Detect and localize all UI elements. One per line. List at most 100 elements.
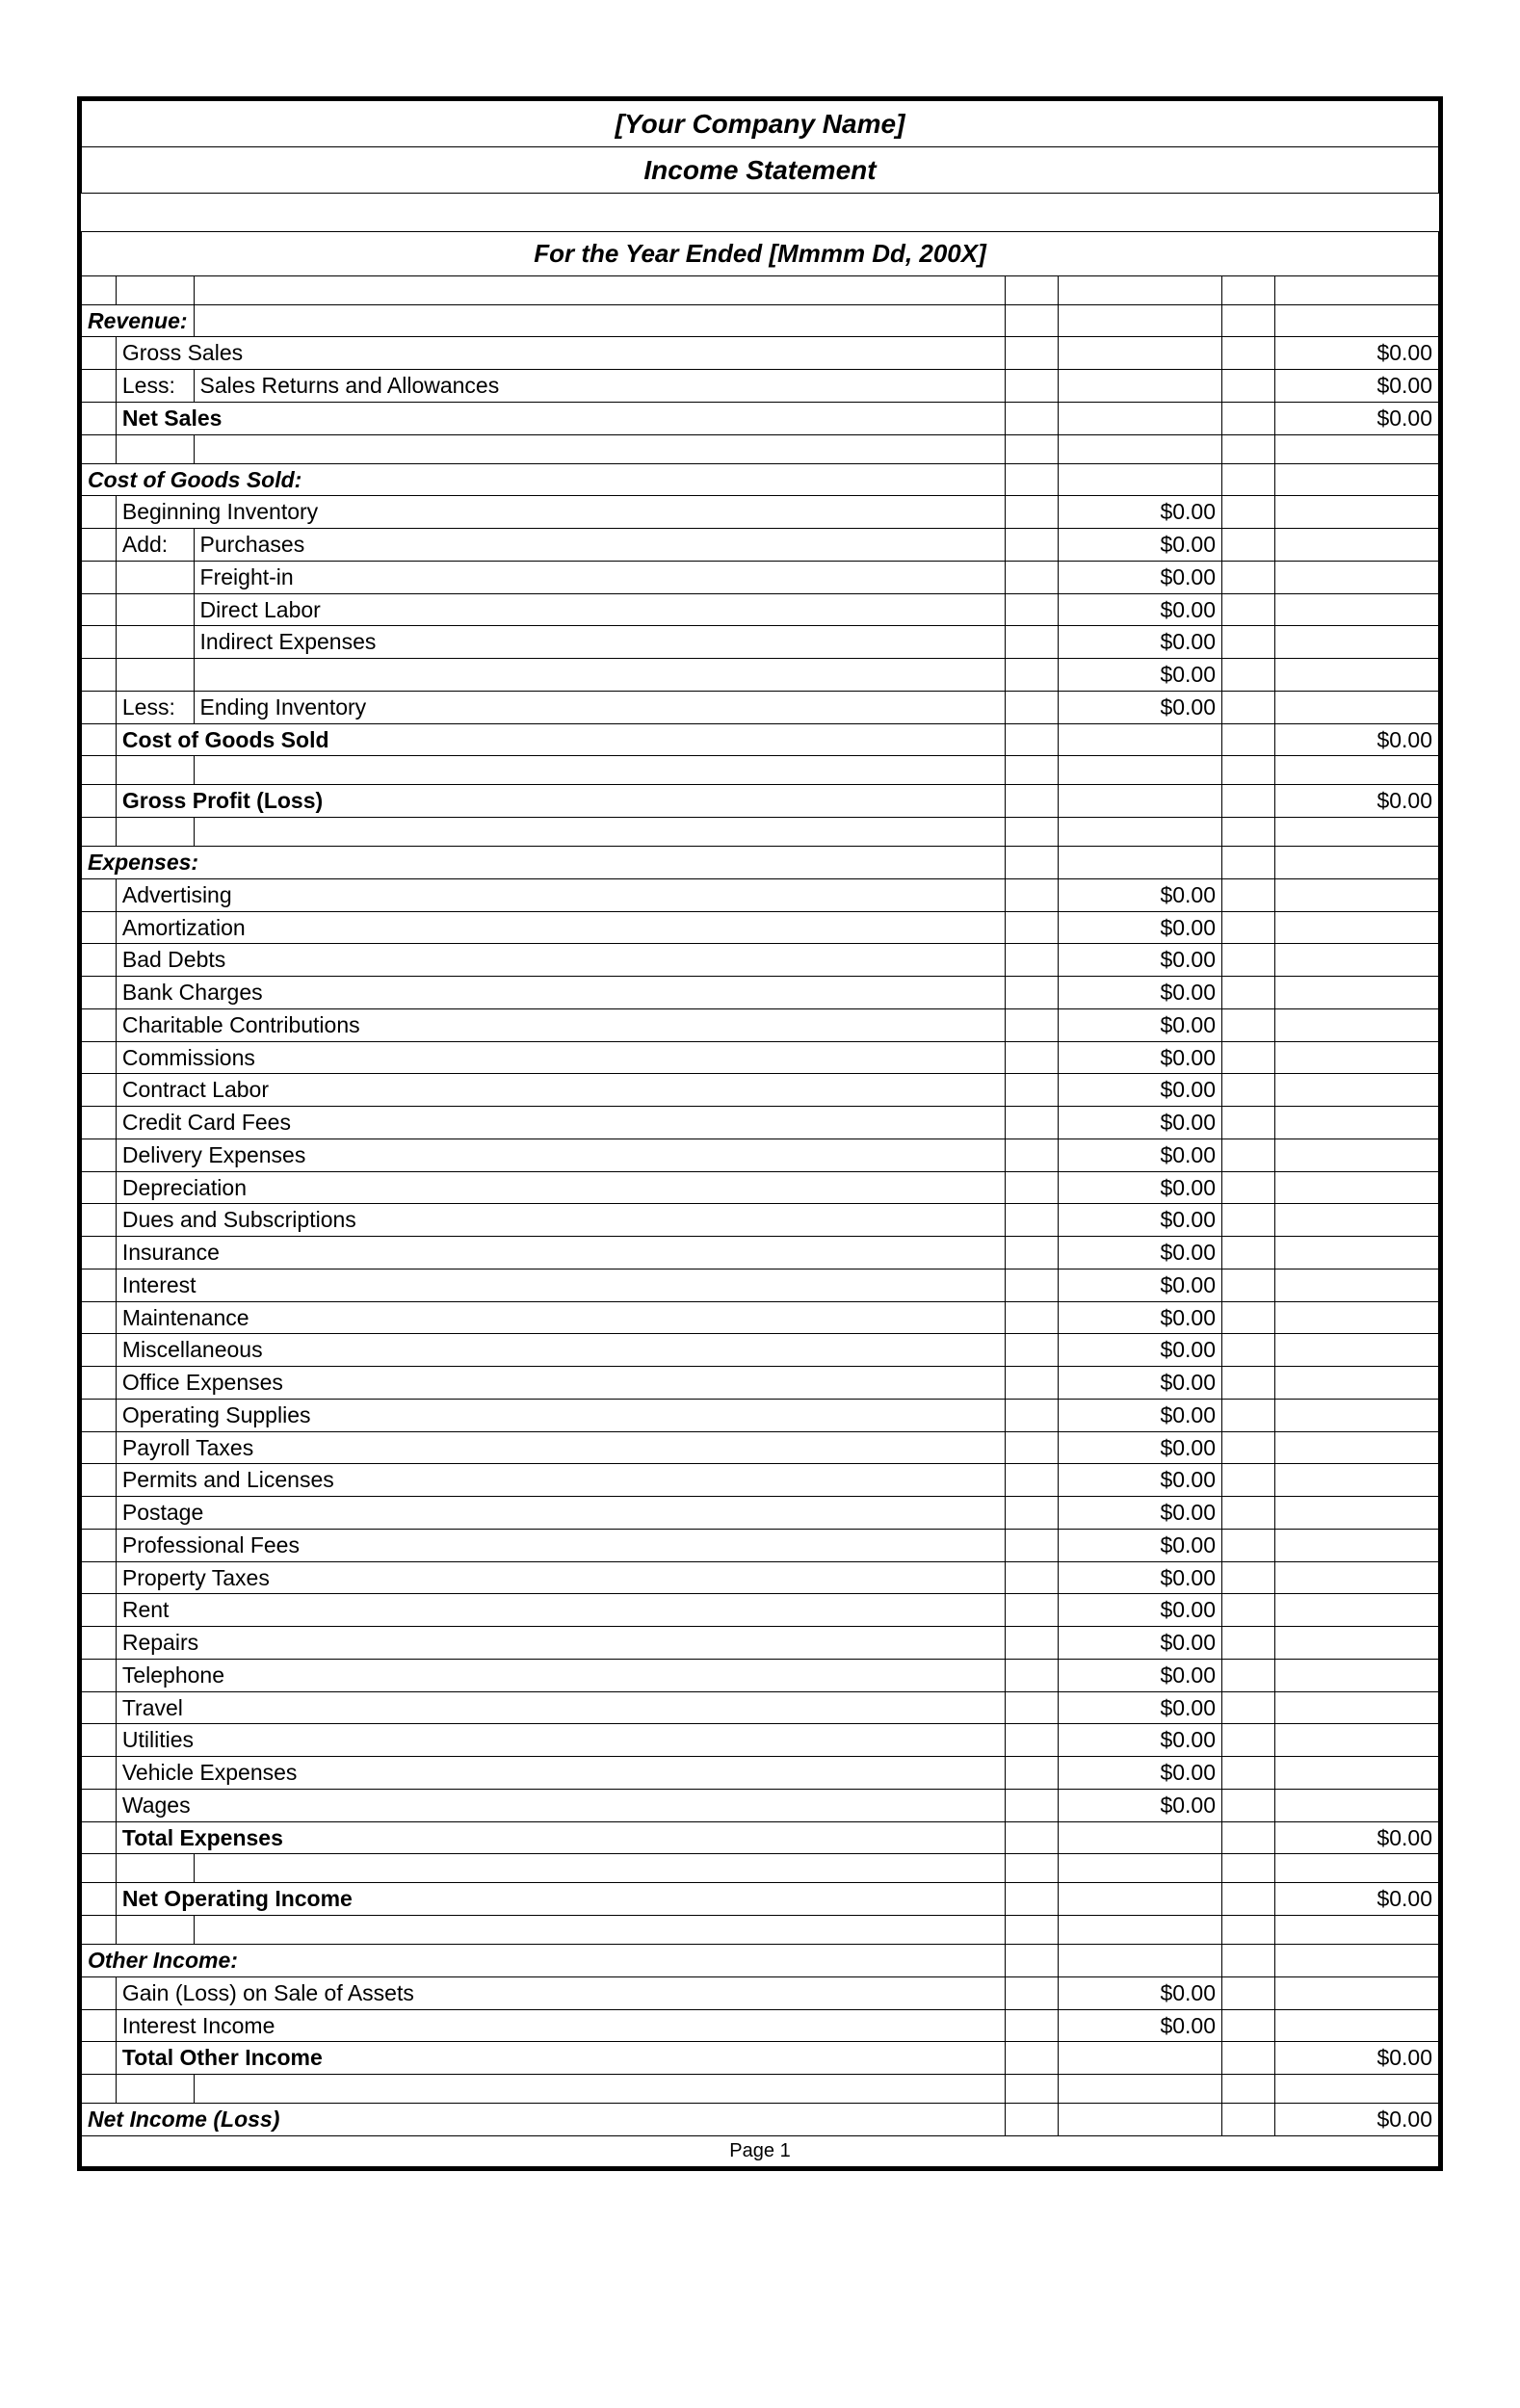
expense-row: Postage$0.00: [82, 1497, 1439, 1530]
returns-amount: $0.00: [1275, 370, 1439, 403]
expense-row: Dues and Subscriptions $0.00: [82, 1204, 1439, 1237]
net-income-label: Net Income (Loss): [82, 2104, 1006, 2136]
expense-label: Repairs: [116, 1627, 1005, 1660]
returns-label: Sales Returns and Allowances: [194, 370, 1005, 403]
expense-amount: $0.00: [1059, 1107, 1222, 1139]
expense-row: Bank Charges$0.00: [82, 977, 1439, 1009]
expense-label: Postage: [116, 1497, 1005, 1530]
expense-row: Utilities$0.00: [82, 1724, 1439, 1757]
freight-in-amount: $0.00: [1059, 561, 1222, 593]
expense-amount: $0.00: [1059, 1399, 1222, 1431]
expense-amount: $0.00: [1059, 1008, 1222, 1041]
expense-amount: $0.00: [1059, 1171, 1222, 1204]
expense-amount: $0.00: [1059, 1789, 1222, 1821]
expense-amount: $0.00: [1059, 1659, 1222, 1691]
expense-label: Property Taxes: [116, 1561, 1005, 1594]
expense-row: Payroll Taxes $0.00: [82, 1431, 1439, 1464]
expense-row: Wages$0.00: [82, 1789, 1439, 1821]
expense-row: Contract Labor$0.00: [82, 1074, 1439, 1107]
direct-labor-label: Direct Labor: [194, 593, 1005, 626]
total-other-income-label: Total Other Income: [116, 2042, 1005, 2075]
expense-row: Office Expenses$0.00: [82, 1367, 1439, 1400]
total-other-income-amount: $0.00: [1275, 2042, 1439, 2075]
expense-row: Permits and Licenses $0.00: [82, 1464, 1439, 1497]
cogs-total-amount: $0.00: [1275, 723, 1439, 756]
expense-amount: $0.00: [1059, 1204, 1222, 1237]
expense-amount: $0.00: [1059, 1627, 1222, 1660]
expense-amount: $0.00: [1059, 878, 1222, 911]
gross-sales-label: Gross Sales: [116, 337, 1005, 370]
total-expenses-amount: $0.00: [1275, 1821, 1439, 1854]
expense-amount: $0.00: [1059, 977, 1222, 1009]
expense-row: Property Taxes$0.00: [82, 1561, 1439, 1594]
expense-label: Charitable Contributions: [116, 1008, 1005, 1041]
expense-label: Advertising: [116, 878, 1005, 911]
expense-amount: $0.00: [1059, 1367, 1222, 1400]
expense-row: Travel $0.00: [82, 1691, 1439, 1724]
expense-label: Rent: [116, 1594, 1005, 1627]
cogs-header: Cost of Goods Sold:: [82, 463, 1006, 496]
net-operating-amount: $0.00: [1275, 1883, 1439, 1916]
gross-profit-label: Gross Profit (Loss): [116, 785, 1005, 818]
expense-label: Miscellaneous: [116, 1334, 1005, 1367]
expense-amount: $0.00: [1059, 1691, 1222, 1724]
expense-label: Interest: [116, 1269, 1005, 1301]
expense-amount: $0.00: [1059, 1237, 1222, 1269]
expense-row: Commissions$0.00: [82, 1041, 1439, 1074]
other-income-header: Other Income:: [82, 1945, 1006, 1977]
gross-sales-amount: $0.00: [1275, 337, 1439, 370]
cogs-subtotal-amount: $0.00: [1059, 659, 1222, 692]
expense-label: Delivery Expenses: [116, 1139, 1005, 1171]
cogs-less-label: Less:: [116, 691, 194, 723]
expense-label: Depreciation: [116, 1171, 1005, 1204]
expense-amount: $0.00: [1059, 1757, 1222, 1790]
company-name: [Your Company Name]: [82, 101, 1439, 147]
ending-inventory-label: Ending Inventory: [194, 691, 1005, 723]
beginning-inventory-amount: $0.00: [1059, 496, 1222, 529]
net-sales-label: Net Sales: [116, 402, 1005, 434]
interest-income-amount: $0.00: [1059, 2009, 1222, 2042]
expense-label: Vehicle Expenses: [116, 1757, 1005, 1790]
expense-row: Advertising $0.00: [82, 878, 1439, 911]
expense-label: Travel: [116, 1691, 1005, 1724]
expense-label: Professional Fees: [116, 1529, 1005, 1561]
expense-amount: $0.00: [1059, 1464, 1222, 1497]
expense-row: Telephone$0.00: [82, 1659, 1439, 1691]
expense-row: Interest$0.00: [82, 1269, 1439, 1301]
statement-title: Income Statement: [82, 147, 1439, 194]
expense-row: Amortization$0.00: [82, 911, 1439, 944]
expense-label: Dues and Subscriptions: [116, 1204, 1005, 1237]
cogs-add-label: Add:: [116, 529, 194, 562]
expense-label: Bad Debts: [116, 944, 1005, 977]
expense-row: Bad Debts$0.00: [82, 944, 1439, 977]
freight-in-label: Freight-in: [194, 561, 1005, 593]
expense-amount: $0.00: [1059, 1139, 1222, 1171]
expenses-header: Expenses:: [82, 847, 1006, 879]
net-income-amount: $0.00: [1275, 2104, 1439, 2136]
expense-label: Insurance: [116, 1237, 1005, 1269]
blank-strip: [82, 194, 1439, 232]
expense-row: Charitable Contributions $0.00: [82, 1008, 1439, 1041]
income-statement-table: [Your Company Name] Income Statement For…: [81, 100, 1439, 2167]
expense-row: Maintenance$0.00: [82, 1301, 1439, 1334]
revenue-less-label: Less:: [116, 370, 194, 403]
net-operating-label: Net Operating Income: [116, 1883, 1005, 1916]
expense-label: Operating Supplies: [116, 1399, 1005, 1431]
expense-row: Operating Supplies $0.00: [82, 1399, 1439, 1431]
gain-loss-amount: $0.00: [1059, 1976, 1222, 2009]
expense-amount: $0.00: [1059, 1431, 1222, 1464]
expense-row: Professional Fees$0.00: [82, 1529, 1439, 1561]
expense-label: Credit Card Fees: [116, 1107, 1005, 1139]
gross-profit-amount: $0.00: [1275, 785, 1439, 818]
period: For the Year Ended [Mmmm Dd, 200X]: [82, 232, 1439, 276]
indirect-expenses-amount: $0.00: [1059, 626, 1222, 659]
expense-label: Permits and Licenses: [116, 1464, 1005, 1497]
expense-amount: $0.00: [1059, 1074, 1222, 1107]
expense-amount: $0.00: [1059, 1594, 1222, 1627]
expense-amount: $0.00: [1059, 1041, 1222, 1074]
expense-label: Payroll Taxes: [116, 1431, 1005, 1464]
expense-row: Miscellaneous$0.00: [82, 1334, 1439, 1367]
expense-row: Credit Card Fees $0.00: [82, 1107, 1439, 1139]
expense-row: Vehicle Expenses $0.00: [82, 1757, 1439, 1790]
page-footer: Page 1: [82, 2135, 1439, 2166]
